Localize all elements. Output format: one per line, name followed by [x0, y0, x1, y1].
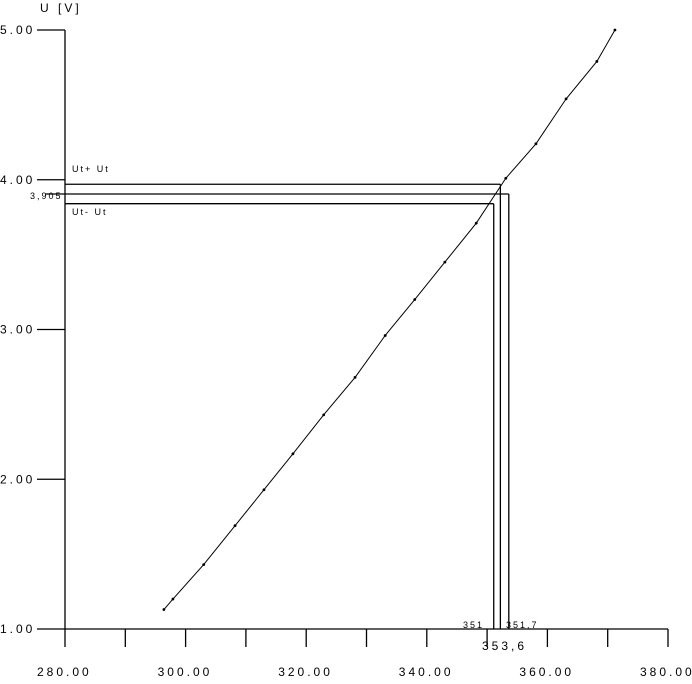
x-tick-label: 380.00 [640, 665, 692, 679]
x-tick-label: 320.00 [278, 665, 333, 679]
data-point [353, 376, 357, 379]
x-tick-label: 340.00 [399, 665, 454, 679]
y-tick-label: 4.00 [0, 173, 35, 187]
data-point [474, 221, 478, 225]
data-point [171, 597, 175, 601]
x-tick-label: 280.00 [37, 665, 92, 679]
data-point [291, 452, 295, 456]
y-tick-label: 5.00 [0, 23, 35, 37]
x-right-label: 351,7 [506, 620, 539, 630]
data-point [413, 298, 417, 301]
y-tick-label: 1.00 [0, 622, 35, 636]
annotation-upper-label: Ut+ Ut [72, 164, 110, 174]
x-tick-label: 300.00 [158, 665, 213, 679]
x-center-label: 353,6 [482, 639, 527, 653]
data-point [202, 563, 206, 567]
y-tick-label: 3.00 [0, 323, 35, 337]
y-axis-label: U [V] [40, 1, 82, 15]
data-point [162, 608, 166, 611]
data-point [595, 60, 599, 63]
data-point [322, 413, 326, 417]
annotation-lower-label: Ut- Ut [72, 207, 108, 217]
data-point [262, 488, 266, 492]
data-point [564, 97, 568, 101]
data-point [504, 176, 508, 180]
series-line [163, 29, 616, 610]
annotation-center-label: 3,905 [30, 191, 63, 201]
data-point [534, 142, 538, 146]
data-point [233, 524, 237, 528]
x-tick-label: 360.00 [519, 665, 574, 679]
data-point [443, 260, 447, 264]
data-point [613, 28, 617, 32]
x-left-label: 351 [463, 620, 484, 630]
y-tick-label: 2.00 [0, 472, 35, 486]
data-point [383, 334, 387, 337]
